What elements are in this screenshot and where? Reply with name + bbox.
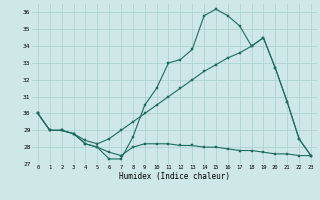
X-axis label: Humidex (Indice chaleur): Humidex (Indice chaleur) [119,172,230,181]
